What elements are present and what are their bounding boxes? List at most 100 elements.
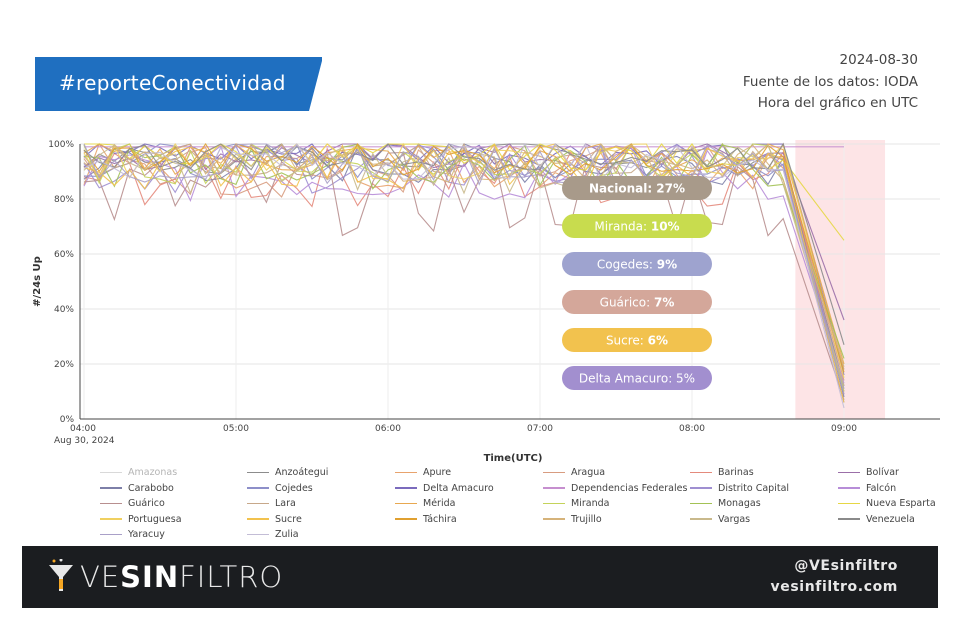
x-axis-title: Time(UTC) [484, 453, 543, 464]
social-handle[interactable]: @VEsinfiltro [794, 558, 898, 574]
legend-item[interactable]: Dependencias Federales [543, 483, 687, 494]
y-tick-label: 80% [54, 195, 74, 205]
annotation-pill-4: Sucre: 6% [562, 328, 712, 352]
legend-label: Lara [275, 498, 296, 509]
legend-swatch [838, 487, 860, 489]
series-line-21 [83, 142, 845, 367]
legend-swatch [247, 518, 269, 520]
annotation-value: 9% [657, 258, 677, 272]
legend-swatch [690, 487, 712, 489]
legend-item[interactable]: Bolívar [838, 467, 899, 478]
legend-label: Falcón [866, 482, 897, 494]
legend-label: Trujillo [571, 513, 602, 525]
legend-swatch [690, 518, 712, 520]
legend-item[interactable]: Trujillo [543, 514, 602, 525]
annotation-label: Miranda: [594, 220, 650, 234]
series-line-17 [84, 143, 845, 241]
annotation-label: Guárico: [600, 296, 654, 310]
connectivity-chart: 0% 20% 40% 60% 80% 100% 04:00 05:00 06:00 07:00 08… [32, 140, 940, 464]
series-line-20 [83, 143, 845, 373]
legend-label: Amazonas [128, 467, 178, 478]
legend-item[interactable]: Nueva Esparta [838, 498, 936, 509]
legend-item[interactable]: Aragua [543, 467, 605, 478]
legend-item[interactable]: Guárico [100, 498, 165, 509]
legend-item[interactable]: Barinas [690, 467, 754, 478]
legend-swatch [543, 471, 565, 474]
legend-label: Vargas [718, 513, 751, 525]
legend-item[interactable]: Táchira [395, 514, 457, 525]
legend-label: Sucre [275, 513, 302, 525]
y-axis-title: #/24s Up [32, 256, 43, 307]
legend-item[interactable]: Amazonas [100, 467, 177, 478]
legend-item[interactable]: Zulia [247, 529, 299, 540]
legend-swatch [100, 518, 122, 520]
legend-item[interactable]: Delta Amacuro [395, 483, 494, 494]
legend-swatch [690, 471, 712, 474]
legend-item[interactable]: Cojedes [247, 483, 313, 494]
annotation-pill-0: Nacional: 27% [562, 176, 712, 200]
x-tick-label: 09:00 [831, 424, 857, 434]
legend-item[interactable]: Vargas [690, 514, 750, 525]
report-title: #reporteConectividad [59, 71, 286, 95]
x-tick-label: 08:00 [679, 424, 705, 434]
series-line-11 [83, 144, 845, 384]
legend-swatch [838, 518, 860, 520]
annotation-text: Miranda: 10% [594, 220, 679, 234]
title-banner: #reporteConectividad [35, 57, 323, 111]
x-tick-label: 06:00 [375, 424, 401, 434]
legend-label: Zulia [275, 529, 299, 540]
website-link[interactable]: vesinfiltro.com [770, 579, 898, 595]
x-tick-label: 05:00 [223, 424, 249, 434]
series-line-24 [83, 143, 845, 395]
legend-label: Mérida [423, 498, 456, 509]
annotation-label: Cogedes: [597, 258, 657, 272]
legend-item[interactable]: Monagas [690, 498, 761, 509]
brand-logo-text: VESINFILTRO [80, 560, 284, 594]
legend-item[interactable]: Anzoátegui [247, 467, 328, 478]
legend-item[interactable]: Venezuela [838, 514, 915, 525]
legend-item[interactable]: Miranda [543, 498, 609, 509]
legend-swatch [100, 471, 122, 474]
legend-label: Carabobo [128, 482, 174, 494]
legend-swatch [690, 502, 712, 505]
y-tick-label: 0% [60, 415, 75, 425]
legend-swatch [543, 518, 565, 520]
funnel-logo-icon [49, 559, 73, 591]
legend-label: Dependencias Federales [571, 482, 688, 494]
y-tick-label: 40% [54, 305, 74, 315]
series-line-23 [83, 142, 845, 345]
legend-item[interactable]: Distrito Capital [690, 483, 789, 494]
annotation-text: Sucre: 6% [606, 334, 668, 348]
annotation-pill-bg [562, 252, 712, 276]
legend-label: Táchira [423, 513, 457, 525]
legend-item[interactable]: Yaracuy [100, 529, 165, 540]
data-source: Fuente de los datos: IODA [742, 73, 918, 90]
legend-item[interactable]: Falcón [838, 483, 896, 494]
legend-item[interactable]: Sucre [247, 514, 302, 525]
y-tick-label: 20% [54, 360, 74, 370]
y-tick-label: 100% [48, 140, 74, 150]
report-date: 2024-08-30 [839, 52, 918, 68]
annotation-label: Sucre: [606, 334, 648, 348]
legend-item[interactable]: Apure [395, 467, 451, 478]
legend-label: Bolívar [866, 467, 899, 478]
legend-item[interactable]: Lara [247, 498, 296, 509]
legend-label: Miranda [571, 498, 610, 509]
legend-swatch [247, 471, 269, 474]
legend-item[interactable]: Carabobo [100, 483, 174, 494]
legend-label: Cojedes [275, 482, 313, 494]
footer-handles: @VEsinfiltro vesinfiltro.com [771, 556, 898, 598]
legend-swatch [395, 471, 417, 474]
series-line-10 [83, 143, 845, 389]
x-tick-label: 07:00 [527, 424, 553, 434]
legend-label: Anzoátegui [275, 467, 329, 478]
legend-swatch [100, 487, 122, 489]
legend-item[interactable]: Mérida [395, 498, 455, 509]
legend-swatch [395, 487, 417, 489]
annotation-pill-3: Guárico: 7% [562, 290, 712, 314]
legend-label: Portuguesa [128, 513, 182, 525]
legend-swatch [247, 487, 269, 489]
annotation-pill-2: Cogedes: 9% [562, 252, 712, 276]
series-line-25 [83, 142, 845, 409]
legend-item[interactable]: Portuguesa [100, 514, 182, 525]
